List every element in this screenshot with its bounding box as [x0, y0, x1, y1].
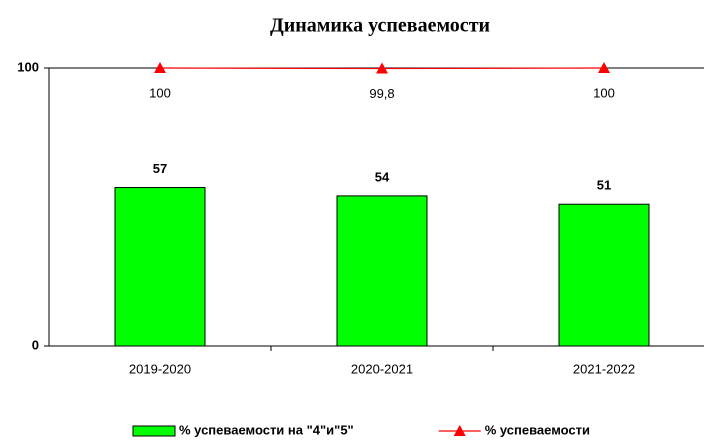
x-tick-label: 2020-2021 [351, 361, 413, 376]
bar-label: 54 [375, 169, 390, 184]
x-tick-label: 2021-2022 [573, 361, 635, 376]
bar-label: 57 [153, 161, 167, 176]
legend-label: % успеваемости на "4"и"5" [179, 422, 354, 437]
line-label: 99,8 [369, 86, 394, 101]
line-marker [598, 62, 610, 73]
line-label: 100 [593, 85, 615, 100]
line-marker [154, 62, 166, 73]
x-tick-label: 2019-2020 [129, 361, 191, 376]
y-tick-label: 100 [17, 59, 39, 74]
line-label: 100 [149, 85, 171, 100]
bar [558, 203, 650, 347]
legend-label: % успеваемости [485, 422, 590, 437]
line-marker [376, 62, 388, 74]
bar [336, 195, 428, 347]
bar-label: 51 [597, 178, 611, 193]
legend-marker [453, 425, 466, 436]
legend-swatch [132, 425, 176, 437]
bar [114, 187, 206, 347]
y-tick-label: 0 [32, 337, 39, 352]
chart-title: Динамика успеваемости [270, 15, 490, 37]
